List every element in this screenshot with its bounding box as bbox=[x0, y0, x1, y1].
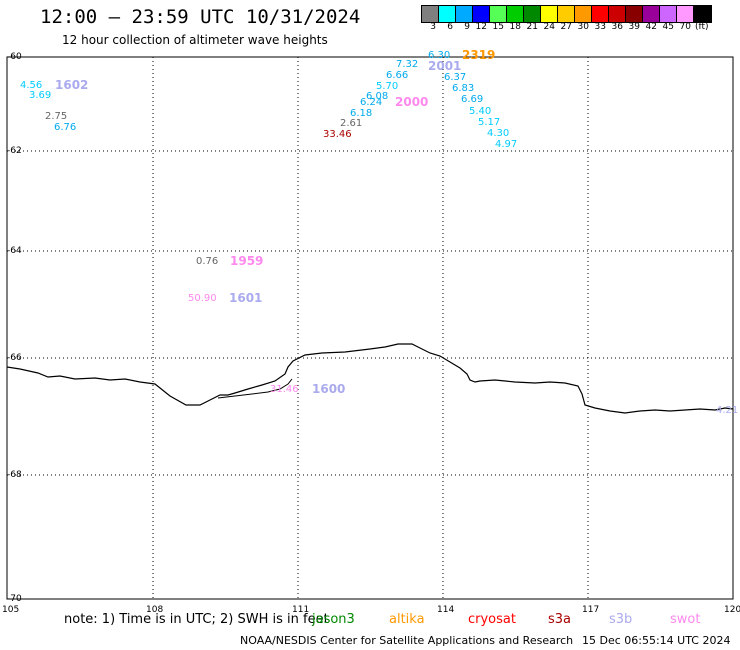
wave-height-label: 4.56 bbox=[20, 80, 43, 91]
satellite-legend-swot: swot bbox=[670, 612, 701, 627]
wave-height-label: 4.30 bbox=[487, 128, 510, 139]
legend-label: 33 bbox=[594, 22, 606, 32]
lat-tick-label: -62 bbox=[7, 146, 22, 156]
legend-label: 45 bbox=[662, 22, 674, 32]
legend-swatch bbox=[507, 6, 524, 22]
wave-height-label: 2.61 bbox=[340, 118, 363, 129]
lat-tick-label: -68 bbox=[7, 470, 22, 480]
lat-tick-label: -60 bbox=[7, 52, 22, 62]
credit-line: NOAA/NESDIS Center for Satellite Applica… bbox=[240, 634, 574, 647]
lat-tick-label: -70 bbox=[7, 594, 22, 604]
satellite-legend-s3b: s3b bbox=[609, 612, 633, 627]
pass-time-label: 2319 bbox=[462, 48, 496, 62]
color-scale-legend bbox=[421, 5, 712, 23]
wave-height-label: 5.70 bbox=[376, 81, 399, 92]
legend-label: 30 bbox=[577, 22, 589, 32]
wave-height-label: 6.66 bbox=[386, 70, 409, 81]
pass-time-label: 1600 bbox=[312, 382, 346, 396]
legend-label: 3 bbox=[430, 22, 436, 32]
wave-height-label: 3.69 bbox=[29, 90, 52, 101]
legend-swatch bbox=[575, 6, 592, 22]
lat-tick-label: -64 bbox=[7, 246, 22, 256]
legend-label: 21 bbox=[526, 22, 538, 32]
legend-swatch bbox=[422, 6, 439, 22]
legend-swatch bbox=[626, 6, 643, 22]
satellite-legend-s3a: s3a bbox=[548, 612, 572, 627]
wave-height-label: 4.97 bbox=[495, 139, 518, 150]
lon-tick-label: 105 bbox=[2, 605, 20, 615]
lon-tick-label: 114 bbox=[437, 605, 455, 615]
legend-label: 70 bbox=[679, 22, 691, 32]
pass-time-label: 2000 bbox=[395, 95, 429, 109]
map-subtitle: 12 hour collection of altimeter wave hei… bbox=[62, 33, 328, 47]
map-frame bbox=[6, 56, 734, 600]
legend-label: 42 bbox=[645, 22, 657, 32]
legend-label: 12 bbox=[475, 22, 487, 32]
lon-tick-label: 111 bbox=[292, 605, 310, 615]
legend-swatch bbox=[643, 6, 660, 22]
lon-tick-label: 117 bbox=[582, 605, 600, 615]
coastline-ice-edge bbox=[217, 378, 293, 399]
legend-label: 6 bbox=[447, 22, 453, 32]
pass-time-label: 1959 bbox=[230, 254, 264, 268]
pass-time-label: 2001 bbox=[428, 59, 462, 73]
legend-swatch bbox=[592, 6, 609, 22]
legend-label: 27 bbox=[560, 22, 572, 32]
legend-label: 39 bbox=[628, 22, 640, 32]
legend-swatch bbox=[558, 6, 575, 22]
lon-tick-label: 108 bbox=[146, 605, 164, 615]
wave-height-label: 50.90 bbox=[188, 293, 217, 304]
legend-swatch bbox=[490, 6, 507, 22]
legend-label: 9 bbox=[464, 22, 470, 32]
wave-height-label: 0.76 bbox=[196, 256, 219, 267]
legend-swatch bbox=[541, 6, 558, 22]
legend-swatch bbox=[439, 6, 456, 22]
wave-height-label: 6.69 bbox=[461, 94, 484, 105]
legend-swatch bbox=[609, 6, 626, 22]
wave-height-label: 5.40 bbox=[469, 106, 492, 117]
wave-height-label: 6.37 bbox=[444, 72, 467, 83]
legend-swatch bbox=[524, 6, 541, 22]
pass-time-label: 1602 bbox=[55, 78, 89, 92]
antarctic-coastline bbox=[6, 343, 734, 414]
wave-height-label: 6.18 bbox=[350, 108, 373, 119]
legend-label: 24 bbox=[543, 22, 555, 32]
satellite-legend-altika: altika bbox=[389, 612, 425, 627]
wave-height-label: 5.17 bbox=[478, 117, 501, 128]
graticule bbox=[7, 57, 733, 599]
legend-swatch bbox=[677, 6, 694, 22]
wave-height-label: 31.46 bbox=[270, 384, 299, 395]
map-title: 12:00 – 23:59 UTC 10/31/2024 bbox=[40, 6, 361, 28]
pass-time-label: 1601 bbox=[229, 291, 263, 305]
wave-height-label: 4.21 bbox=[716, 405, 739, 416]
wave-height-label: 6.83 bbox=[452, 83, 475, 94]
satellite-legend-jason3: jason3 bbox=[312, 612, 355, 627]
lat-tick-label: -66 bbox=[7, 353, 22, 363]
wave-height-label: 6.30 bbox=[428, 50, 451, 61]
legend-label: 36 bbox=[611, 22, 623, 32]
wave-height-label: 6.24 bbox=[360, 97, 383, 108]
legend-swatch bbox=[694, 6, 711, 22]
wave-height-label: 6.08 bbox=[366, 91, 389, 102]
generated-timestamp: 15 Dec 06:55:14 UTC 2024 bbox=[582, 634, 731, 647]
wave-height-label: 7.32 bbox=[396, 59, 419, 70]
legend-labels: 3 6 9 12 15 18 21 24 27 30 33 36 39 42 4… bbox=[421, 22, 713, 32]
legend-label: 15 bbox=[492, 22, 504, 32]
wave-height-label: 6.76 bbox=[54, 122, 77, 133]
legend-unit: (ft) bbox=[695, 22, 709, 32]
lon-tick-label: 120 bbox=[724, 605, 740, 615]
legend-swatch bbox=[456, 6, 473, 22]
satellite-legend-cryosat: cryosat bbox=[468, 612, 516, 627]
wave-height-label: 2.75 bbox=[45, 111, 68, 122]
legend-swatch bbox=[473, 6, 490, 22]
legend-label: 18 bbox=[509, 22, 521, 32]
footer-note: note: 1) Time is in UTC; 2) SWH is in fe… bbox=[64, 612, 329, 627]
wave-height-label: 33.46 bbox=[323, 129, 352, 140]
legend-swatch bbox=[660, 6, 677, 22]
